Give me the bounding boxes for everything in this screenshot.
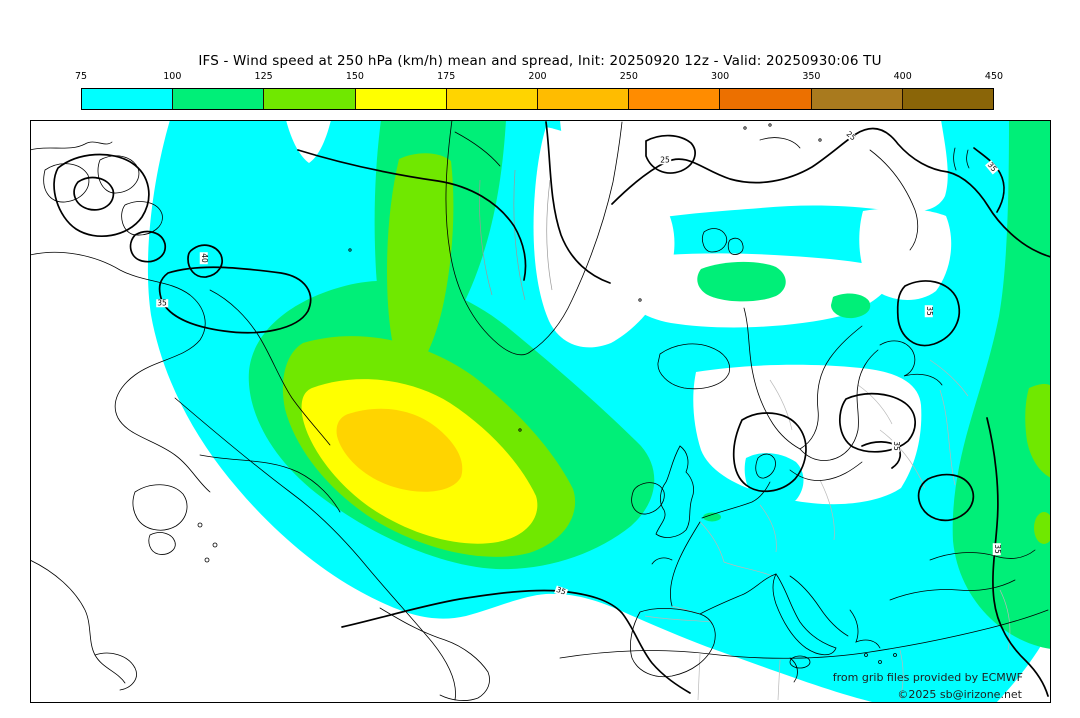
- field-cyan-baltic: [744, 453, 804, 507]
- map: 25 25 35 35 40 35 35 35 35: [30, 120, 1051, 703]
- map-canvas: [30, 120, 1051, 703]
- colorbar-tick-row: 75 100 125 150 175 200 250 300 350 400 450: [75, 71, 1003, 85]
- colorbar-tick-label: 175: [437, 71, 456, 82]
- colorbar-tick-label: 100: [163, 71, 182, 82]
- country-borders: [479, 169, 1011, 701]
- field-green-norwegian-blob: [697, 261, 786, 302]
- colorbar-segment-250-300: [628, 89, 720, 109]
- field-green-belgium-blob: [703, 512, 721, 522]
- field-chartreuse-east-sliver: [1025, 383, 1051, 478]
- spread-contours: [53, 121, 1051, 697]
- colorbar-segment-200-250: [537, 89, 629, 109]
- colorbar-tick-label: 150: [345, 71, 364, 82]
- colorbar-tick-label: 450: [984, 71, 1004, 82]
- field-green-east-strip: [952, 120, 1051, 649]
- attribution-ecmwf: from grib files provided by ECMWF: [832, 671, 1023, 684]
- coastlines: [30, 120, 1049, 701]
- colorbar-segment-175-200: [445, 89, 538, 109]
- page-title: IFS - Wind speed at 250 hPa (km/h) mean …: [198, 53, 882, 69]
- colorbar-tick-label: 250: [619, 71, 638, 82]
- colorbar-tick-label: 400: [893, 71, 912, 82]
- colorbar-tick-label: 125: [254, 71, 273, 82]
- colorbar-tick-label: 350: [802, 71, 821, 82]
- map-border: [30, 120, 1051, 703]
- colorbar-segment-150-175: [354, 89, 446, 109]
- colorbar-segment-400-450: [901, 89, 994, 109]
- colorbar-segment-350-400: [810, 89, 902, 109]
- colorbar: [81, 88, 994, 110]
- colorbar-segment-300-350: [719, 89, 811, 109]
- white-notch-top: [286, 120, 331, 163]
- colorbar-tick-label: 75: [74, 71, 88, 82]
- colorbar-segment-75-100: [82, 89, 173, 109]
- attribution-copyright: ©2025 sb@irizone.net: [897, 688, 1022, 701]
- wind-speed-field: [147, 120, 1051, 703]
- field-chartreuse-top-band: [387, 153, 454, 383]
- field-green-small-blob: [831, 293, 871, 319]
- colorbar-tick-label: 300: [711, 71, 730, 82]
- field-gold-jet-core: [336, 408, 463, 492]
- white-greenland-interior: [533, 127, 675, 348]
- colorbar-tick-label: 200: [528, 71, 547, 82]
- colorbar-segment-125-150: [263, 89, 355, 109]
- colorbar-segment-100-125: [172, 89, 264, 109]
- field-chartreuse-east-dot: [1034, 512, 1051, 544]
